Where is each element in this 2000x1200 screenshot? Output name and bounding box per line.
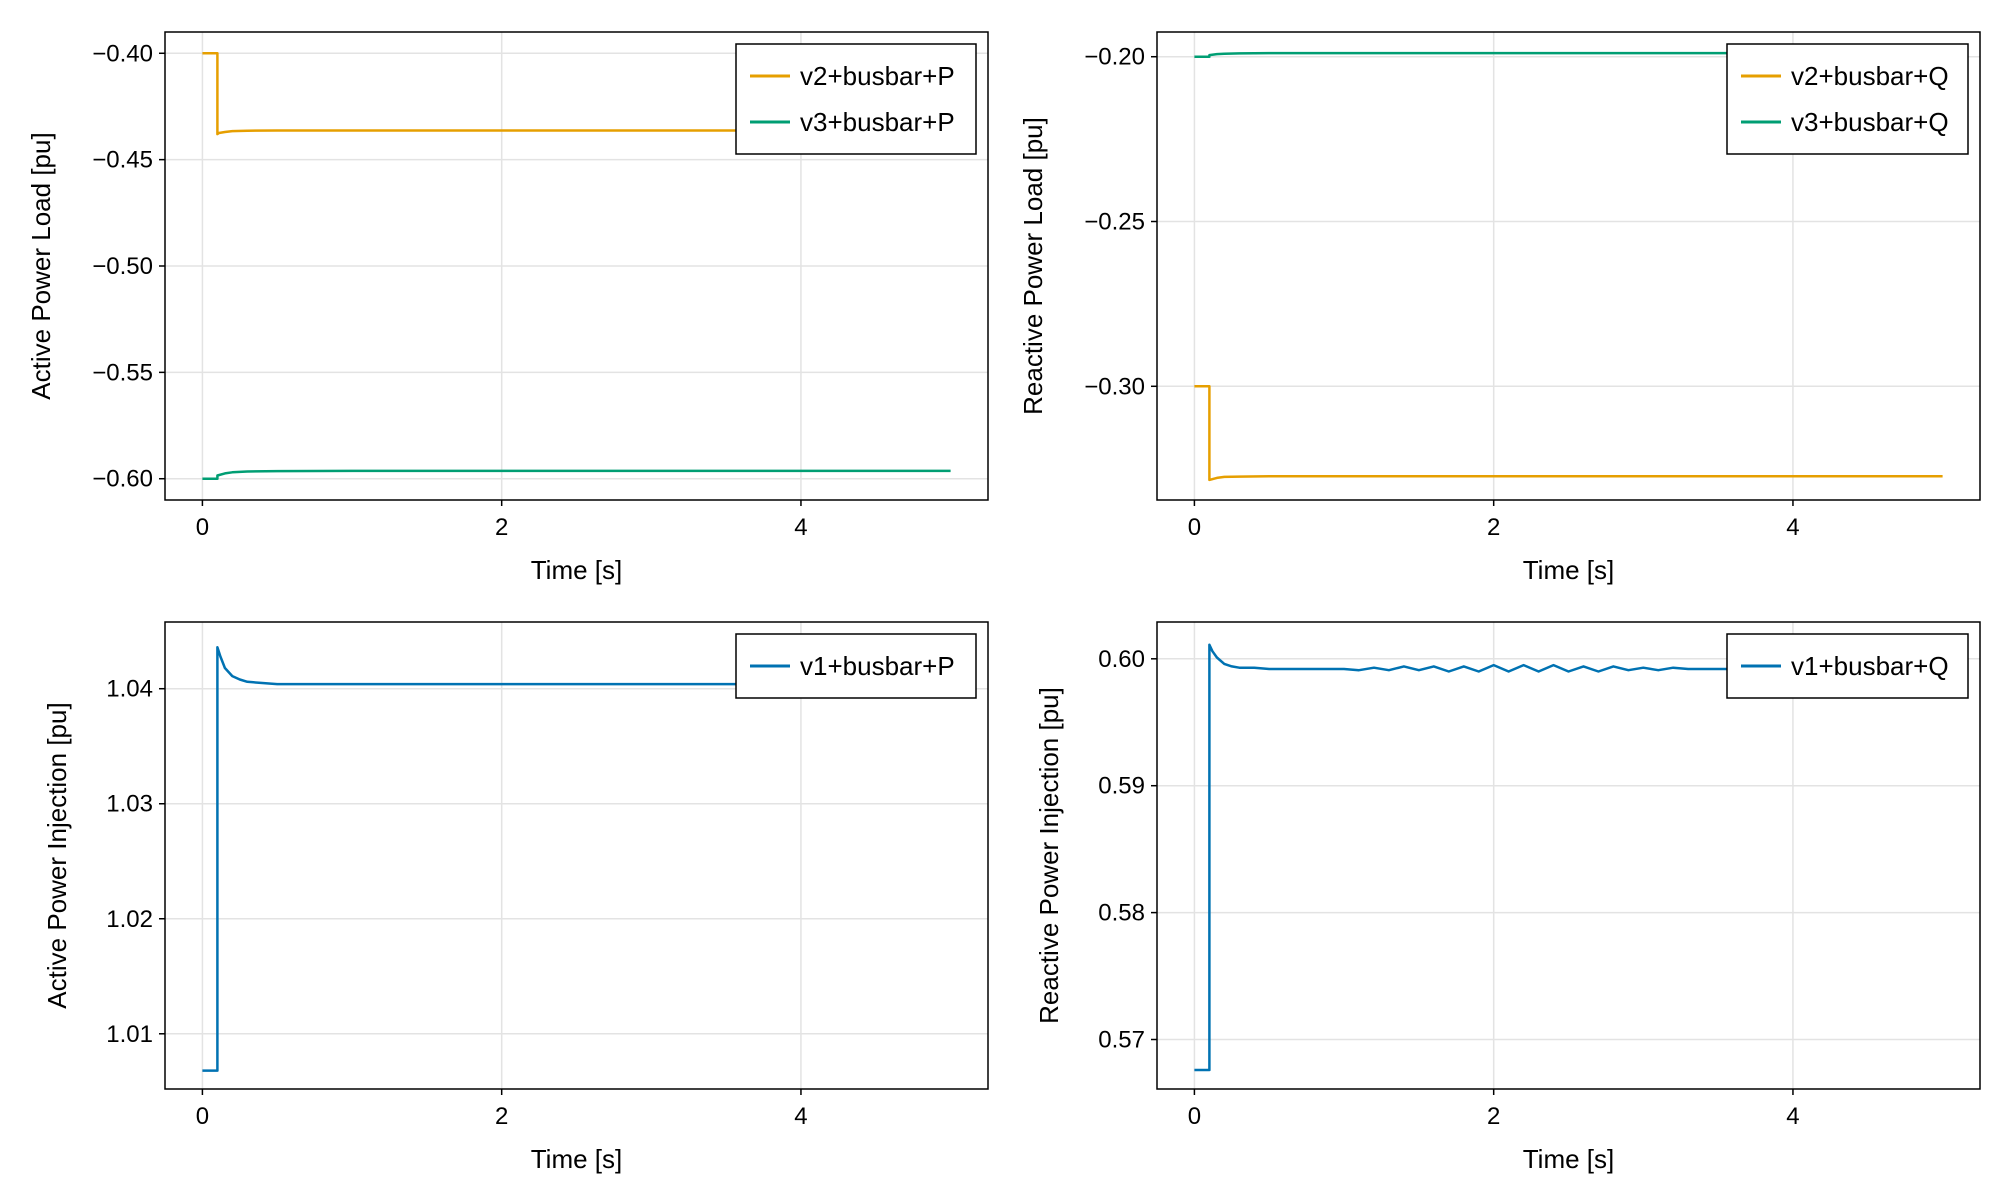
x-tick-label: 4: [794, 514, 807, 541]
legend-box: [735, 43, 977, 155]
series-line-v1+busbar+Q: [1194, 643, 1943, 1072]
x-tick-label: 4: [1786, 514, 1799, 541]
y-tick-label: 1.01: [106, 1021, 153, 1048]
y-tick-label: 0.59: [1098, 773, 1145, 800]
y-tick-label: −0.25: [1084, 209, 1145, 236]
legend-label: v3+busbar+Q: [1791, 107, 1949, 137]
x-tick-label: 0: [1188, 514, 1201, 541]
y-tick-label: 1.04: [106, 676, 153, 703]
series-line-v3+busbar+P: [202, 469, 951, 480]
y-axis-label: Reactive Power Injection [pu]: [1034, 687, 1064, 1024]
chart-panel-3: 0 2 4 1.01 1.02 1.03 1.04 Time [s] Active Power …: [42, 621, 989, 1174]
y-tick-label: −0.60: [92, 466, 153, 493]
series-line-v2+busbar+P: [202, 52, 951, 136]
y-tick-label: 0.57: [1098, 1027, 1145, 1054]
x-tick-label: 4: [1786, 1103, 1799, 1130]
legend-label: v1+busbar+P: [800, 651, 955, 681]
x-tick-label: 2: [495, 514, 508, 541]
x-tick-label: 0: [196, 514, 209, 541]
series-line-v2+busbar+Q: [1194, 385, 1943, 482]
legend-box: [1726, 43, 1969, 155]
chart-panel-2: 0 2 4 −0.20 −0.25 −0.30 Time [s] Reactive Power…: [1018, 31, 1981, 585]
plot-frame: [1156, 31, 1981, 501]
legend-label: v2+busbar+Q: [1791, 61, 1949, 91]
legend: v2+busbar+Q v3+busbar+Q: [1726, 43, 1969, 155]
legend: v1+busbar+P: [735, 633, 977, 699]
x-tick-label: 0: [1188, 1103, 1201, 1130]
y-tick-label: −0.45: [92, 147, 153, 174]
x-tick-label: 2: [1487, 1103, 1500, 1130]
y-tick-label: 1.03: [106, 791, 153, 818]
y-tick-label: −0.50: [92, 253, 153, 280]
y-axis-label: Active Power Load [pu]: [26, 132, 56, 399]
legend-label: v3+busbar+P: [800, 107, 955, 137]
legend: v1+busbar+Q: [1726, 633, 1969, 699]
series-line-v1+busbar+P: [202, 646, 951, 1072]
x-tick-label: 0: [196, 1103, 209, 1130]
plot-frame: [1156, 621, 1981, 1090]
y-tick-label: −0.55: [92, 359, 153, 386]
legend-label: v2+busbar+P: [800, 61, 955, 91]
x-tick-label: 2: [495, 1103, 508, 1130]
y-tick-label: 1.02: [106, 906, 153, 933]
y-tick-label: 0.60: [1098, 646, 1145, 673]
y-tick-label: −0.20: [1084, 44, 1145, 71]
plot-frame: [164, 621, 989, 1090]
y-axis-label: Reactive Power Load [pu]: [1018, 117, 1048, 415]
y-axis-label: Active Power Injection [pu]: [42, 702, 72, 1008]
y-tick-label: −0.30: [1084, 373, 1145, 400]
chart-panel-4: 0 2 4 0.57 0.58 0.59 0.60 Time [s] Reactive Powe…: [1034, 621, 1981, 1174]
x-tick-label: 4: [794, 1103, 807, 1130]
chart-panel-1: 0 2 4 −0.40 −0.45 −0.50 −0.55 −0.60 Time [s] Acti…: [26, 31, 989, 585]
y-tick-label: 0.58: [1098, 900, 1145, 927]
legend-label: v1+busbar+Q: [1791, 651, 1949, 681]
x-tick-label: 2: [1487, 514, 1500, 541]
series-line-v3+busbar+Q: [1194, 51, 1943, 58]
x-axis-label: Time [s]: [531, 555, 622, 585]
x-axis-label: Time [s]: [1523, 555, 1614, 585]
legend: v2+busbar+P v3+busbar+P: [735, 43, 977, 155]
y-tick-label: −0.40: [92, 40, 153, 67]
x-axis-label: Time [s]: [1523, 1144, 1614, 1174]
x-axis-label: Time [s]: [531, 1144, 622, 1174]
